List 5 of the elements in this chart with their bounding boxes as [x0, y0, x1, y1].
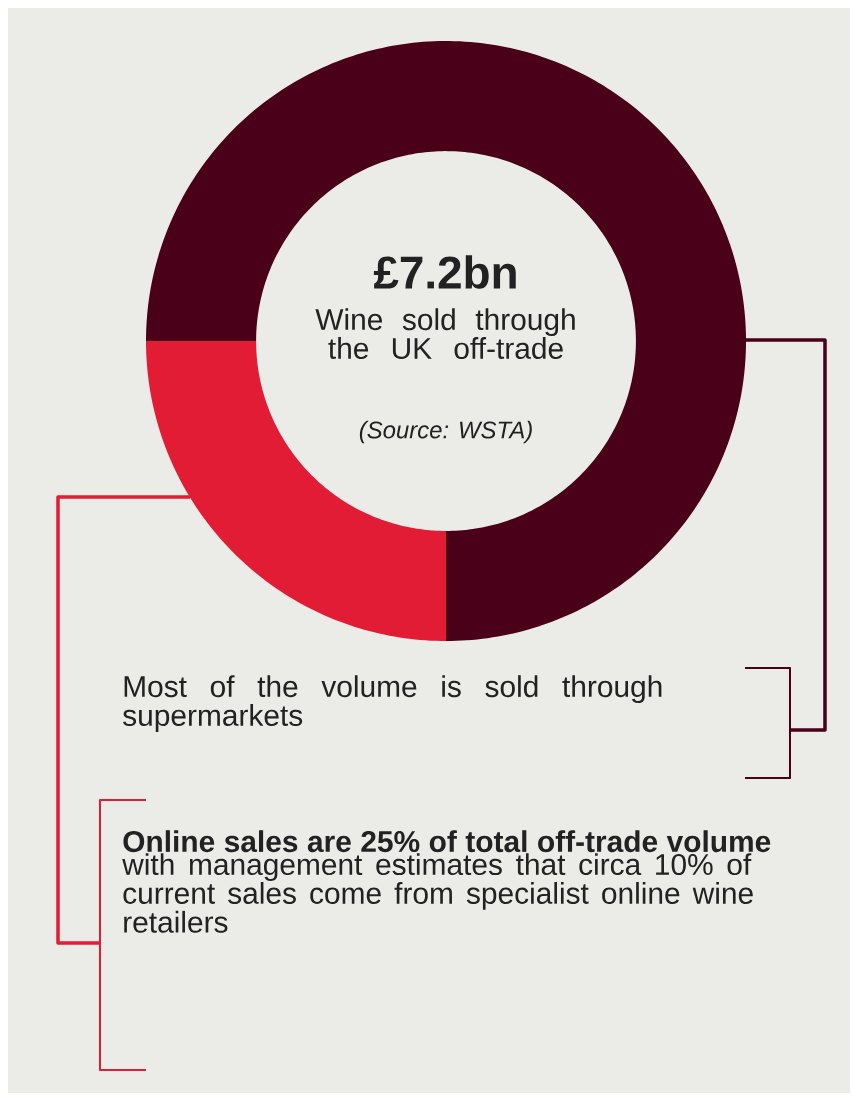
text: £7.2bn: [373, 255, 516, 289]
text: Wine sold through the UK off-trade: [315, 308, 575, 360]
text: Most of the volume is sold through supermarkets: [123, 675, 662, 732]
text: (Source: WSTA): [359, 420, 532, 444]
text: Online sales are 25% of total off-trade volume with management estimates that circa 10% of current sales come from specialist online wine retailers: [122, 830, 771, 933]
